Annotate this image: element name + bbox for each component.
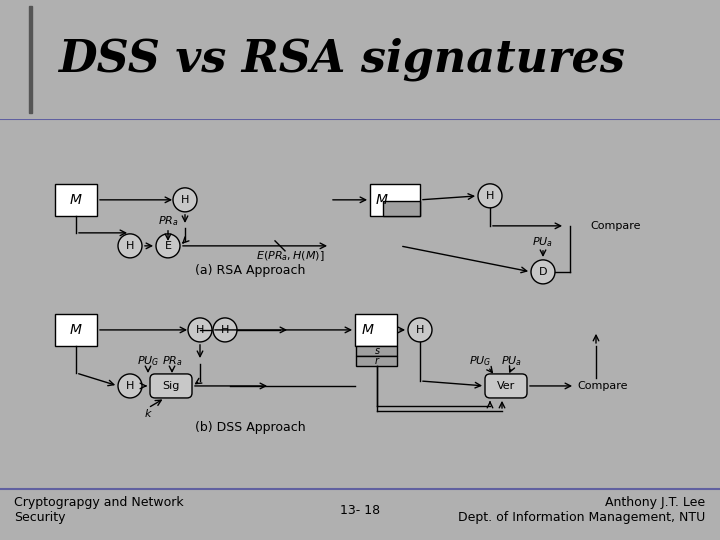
Text: M: M: [70, 193, 82, 207]
Circle shape: [156, 234, 180, 258]
Bar: [356, 346, 397, 356]
Text: Cryptograpgy and Network
Security: Cryptograpgy and Network Security: [14, 496, 184, 524]
FancyBboxPatch shape: [150, 374, 192, 398]
Bar: [383, 201, 420, 216]
Text: r: r: [375, 356, 379, 366]
Text: $E(PR_a, H(M)]$: $E(PR_a, H(M)]$: [256, 249, 324, 263]
Text: k: k: [145, 409, 151, 419]
Text: (a) RSA Approach: (a) RSA Approach: [195, 265, 305, 278]
Text: H: H: [196, 325, 204, 335]
Bar: [370, 184, 420, 216]
Text: DSS vs RSA signatures: DSS vs RSA signatures: [58, 38, 624, 81]
Text: M: M: [362, 323, 374, 337]
Bar: [29, 6, 32, 113]
FancyBboxPatch shape: [485, 374, 527, 398]
Circle shape: [118, 374, 142, 398]
Circle shape: [213, 318, 237, 342]
Text: $PR_a$: $PR_a$: [162, 354, 182, 368]
Text: $PU_a$: $PU_a$: [533, 235, 554, 249]
Text: $PR_a$: $PR_a$: [158, 214, 179, 228]
Text: H: H: [126, 381, 134, 391]
Text: M: M: [70, 323, 82, 337]
Text: Compare: Compare: [590, 221, 641, 231]
Circle shape: [408, 318, 432, 342]
Text: 13- 18: 13- 18: [340, 504, 380, 517]
Bar: [356, 356, 397, 366]
Text: $PU_G$: $PU_G$: [469, 354, 491, 368]
Text: $PU_a$: $PU_a$: [501, 354, 523, 368]
Circle shape: [173, 188, 197, 212]
Bar: [55, 184, 97, 216]
Text: Sig: Sig: [162, 381, 180, 391]
Text: Anthony J.T. Lee
Dept. of Information Management, NTU: Anthony J.T. Lee Dept. of Information Ma…: [459, 496, 706, 524]
Text: H: H: [181, 195, 189, 205]
Text: $PU_G$: $PU_G$: [137, 354, 159, 368]
Text: H: H: [416, 325, 424, 335]
Circle shape: [531, 260, 555, 284]
Circle shape: [188, 318, 212, 342]
Text: s: s: [374, 346, 379, 356]
Text: (b) DSS Approach: (b) DSS Approach: [194, 421, 305, 435]
Text: H: H: [486, 191, 494, 201]
Text: M: M: [376, 193, 388, 207]
Text: H: H: [221, 325, 229, 335]
Text: Compare: Compare: [577, 381, 628, 391]
Text: H: H: [126, 241, 134, 251]
Circle shape: [478, 184, 502, 208]
Text: D: D: [539, 267, 547, 277]
Text: Ver: Ver: [497, 381, 515, 391]
Circle shape: [118, 234, 142, 258]
Bar: [355, 314, 397, 346]
Bar: [55, 314, 97, 346]
Text: E: E: [164, 241, 171, 251]
